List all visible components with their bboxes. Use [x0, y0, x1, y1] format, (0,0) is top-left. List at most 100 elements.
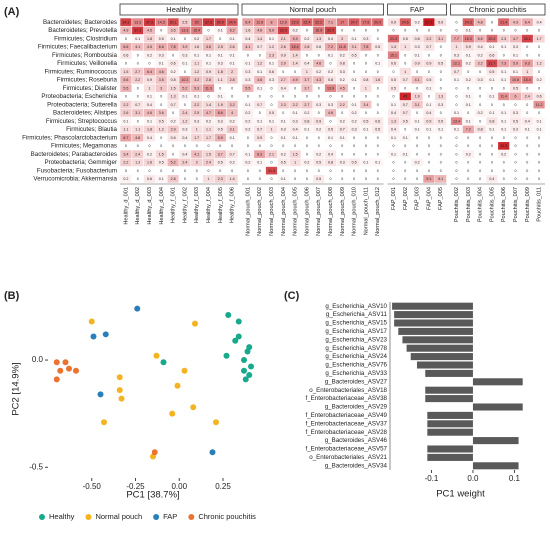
cell-label: 0.2	[281, 152, 286, 156]
heat-cell	[411, 67, 423, 76]
heat-cell	[191, 76, 203, 84]
heat-cell	[132, 43, 144, 51]
heat-cell	[387, 51, 400, 59]
heat-cell	[179, 76, 191, 84]
column-label: Healthy_d_003	[147, 187, 153, 225]
cell-label: 0	[353, 62, 355, 66]
heat-cell	[265, 166, 278, 175]
heat-cell	[387, 100, 400, 109]
heat-cell	[214, 51, 226, 59]
column-label: Normal_pouch_012	[375, 187, 381, 236]
heat-cell	[435, 18, 447, 26]
bar	[392, 302, 473, 310]
cell-label: 0.2	[316, 128, 321, 132]
heat-cell	[242, 133, 254, 142]
cell-label: 0.5	[513, 119, 518, 123]
heat-cell	[179, 51, 191, 59]
cell-label: 0	[467, 70, 469, 74]
cell-label: 14.3	[158, 20, 165, 24]
cell-label: 0.6	[123, 53, 128, 57]
cell-label: 0.4	[328, 37, 333, 41]
heat-cell	[143, 67, 156, 76]
heat-cell	[289, 109, 301, 117]
cell-label: 5.3	[194, 86, 199, 90]
row-label: Firmicutes; Streptococcus	[46, 118, 117, 125]
column-label: FAP_003	[415, 187, 421, 210]
heat-cell	[132, 51, 144, 59]
heat-cell	[301, 175, 313, 183]
bar	[398, 327, 473, 335]
cell-label: 0	[219, 86, 221, 90]
cell-label: 0	[526, 152, 528, 156]
heat-cell	[277, 117, 289, 125]
heat-cell	[191, 166, 203, 175]
heat-cell	[324, 43, 337, 51]
cell-label: 0.7	[403, 78, 408, 82]
heat-cell	[486, 125, 498, 134]
cell-label: 0	[491, 136, 493, 140]
cell-label: 0	[365, 136, 367, 140]
cell-label: 0	[479, 177, 481, 181]
heat-cell	[155, 51, 167, 59]
heat-cell	[435, 142, 447, 150]
heat-cell	[509, 125, 522, 134]
heat-cell	[387, 92, 400, 101]
cell-label: 4.9	[123, 29, 128, 33]
heat-cell	[313, 166, 325, 175]
cell-label: 3.2	[194, 78, 199, 82]
heat-cell	[372, 34, 384, 43]
cell-label: 0	[404, 177, 406, 181]
heat-cell	[226, 133, 238, 142]
heat-cell	[474, 18, 486, 26]
cell-label: 0.4	[182, 136, 187, 140]
cell-label: 0	[428, 152, 430, 156]
heat-cell	[474, 76, 486, 84]
cell-label: 0	[456, 169, 458, 173]
heat-cell	[167, 76, 179, 84]
heat-cell	[372, 67, 384, 76]
heat-cell	[324, 166, 337, 175]
cell-label: 0	[341, 111, 343, 115]
cell-label: 0.1	[489, 111, 494, 115]
cell-label: 0.5	[316, 161, 321, 165]
cell-label: 0.9	[426, 62, 431, 66]
heat-cell	[313, 43, 325, 51]
cell-label: 0.4	[489, 177, 494, 181]
cell-label: 0.1	[206, 62, 211, 66]
cell-label: 1.4	[391, 45, 396, 49]
heat-cell	[120, 175, 132, 183]
cell-label: 2.2	[340, 103, 345, 107]
heat-cell	[202, 76, 215, 84]
cell-label: 0	[440, 161, 442, 165]
cell-label: 0.7	[403, 103, 408, 107]
heat-cell	[202, 67, 215, 76]
heat-cell	[242, 43, 254, 51]
cell-label: 1.1	[206, 128, 211, 132]
cell-label: 0.2	[304, 37, 309, 41]
heat-cell	[372, 26, 384, 35]
cell-label: 2.2	[194, 103, 199, 107]
cell-label: 0.2	[501, 152, 506, 156]
cell-label: 4.1	[194, 152, 199, 156]
category-label: o_Enterobacteriales_ASV18	[309, 387, 387, 394]
heat-cell	[486, 100, 498, 109]
column-label: FAP_002	[403, 187, 409, 210]
category-label: f_Enterobacteriaceae_ASV37	[305, 420, 387, 427]
row-label: Firmicutes; Dialister	[63, 85, 117, 92]
heat-cell	[399, 109, 411, 117]
cell-label: 0	[515, 169, 517, 173]
heat-cell	[399, 76, 411, 84]
heat-cell	[265, 109, 278, 117]
heat-cell	[450, 150, 463, 158]
heat-cell	[348, 84, 360, 92]
heat-cell	[411, 84, 423, 92]
heat-cell	[360, 59, 372, 68]
cell-label: 0	[467, 169, 469, 173]
cell-label: 1.5	[206, 152, 211, 156]
heat-cell	[254, 51, 266, 59]
cell-label: 0	[526, 103, 528, 107]
heat-cell	[387, 59, 400, 68]
heat-cell	[301, 150, 313, 158]
bar	[427, 420, 473, 428]
cell-label: 0	[330, 144, 332, 148]
